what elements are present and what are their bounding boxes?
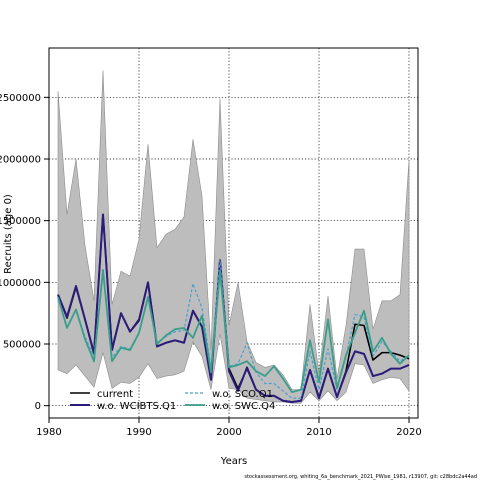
legend-label: w.o. WCIBTS.Q1 <box>97 401 176 412</box>
y-axis-title: Recruits (age 0) <box>3 194 14 274</box>
plot-frame <box>48 47 419 419</box>
footer-note: stockassessment.org, whiting_6a_benchmar… <box>244 474 477 480</box>
legend-label: w.o. SCO.Q1 <box>212 389 273 400</box>
y-tick-label: 0 <box>35 401 41 412</box>
x-tick-label: 2010 <box>306 427 331 438</box>
x-tick-label: 2020 <box>396 427 421 438</box>
x-axis-title: Years <box>220 456 247 467</box>
legend-label: w.o. SWC.Q4 <box>212 401 275 412</box>
y-tick-label: 2000000 <box>0 155 41 166</box>
y-tick-label: 500000 <box>3 340 41 351</box>
series-lines <box>57 213 410 403</box>
y-tick-label: 1500000 <box>0 216 41 227</box>
series-line <box>57 259 410 399</box>
series-line <box>57 269 410 394</box>
confidence-band <box>57 70 410 404</box>
x-tick-label: 1980 <box>36 427 61 438</box>
legend-label: current <box>97 389 133 400</box>
x-tick-label: 2000 <box>216 427 241 438</box>
confidence-band-area <box>57 70 410 404</box>
y-axis: 0 500000 1000000 1500000 2000000 2500000 <box>0 93 49 412</box>
y-tick-label: 1000000 <box>0 278 41 289</box>
y-tick-label: 2500000 <box>0 93 41 104</box>
x-tick-label: 1990 <box>126 427 151 438</box>
x-axis: 1980 1990 2000 2010 2020 <box>36 418 422 438</box>
series-line <box>57 213 410 403</box>
